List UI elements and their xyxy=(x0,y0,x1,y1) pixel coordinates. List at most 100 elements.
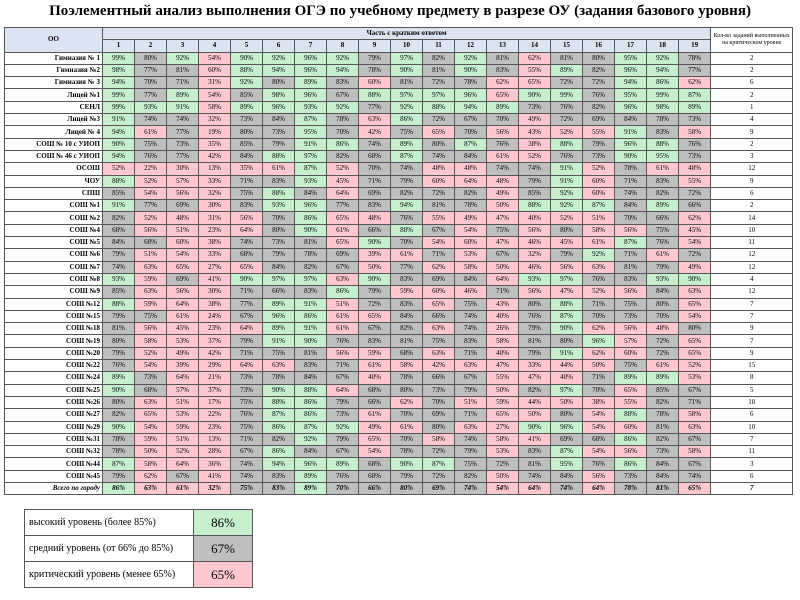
cell: 38% xyxy=(198,297,231,311)
cell: 56% xyxy=(134,223,167,238)
cell: 96% xyxy=(614,63,647,78)
cell: 52% xyxy=(550,125,583,139)
cell: 81% xyxy=(646,420,679,434)
cell: 64% xyxy=(326,383,359,397)
cell: 60% xyxy=(422,174,455,188)
critical-count: 12 xyxy=(710,260,794,274)
cell: 69% xyxy=(550,432,583,447)
cell: 79% xyxy=(518,322,551,336)
cell: 61% xyxy=(326,223,359,238)
cell: 80% xyxy=(550,334,583,348)
cell: 79% xyxy=(358,51,391,65)
critical-count: 1 xyxy=(710,100,794,115)
cell: 81% xyxy=(486,51,519,65)
cell: 81% xyxy=(646,481,679,496)
cell: 82% xyxy=(422,51,455,65)
cell: 80% xyxy=(422,420,455,434)
cell: 64% xyxy=(166,371,199,385)
cell: 77% xyxy=(390,260,423,274)
table-row: СОШ № 10 с УИОП 90% 75% 73% 35% 85% 79% 91% 86% 7… xyxy=(4,137,794,151)
cell: 93% xyxy=(134,100,167,115)
cell: 41% xyxy=(518,432,551,447)
legend-label: средний уровень (от 66% до 85%) xyxy=(24,535,194,562)
cell: 60% xyxy=(614,346,647,361)
cell: 50% xyxy=(486,469,519,483)
cell: 54% xyxy=(454,223,487,238)
cell: 32% xyxy=(198,481,231,496)
table-row: СОШ №25 90% 68% 57% 37% 73% 90% 88% 64% 68% 80% 73%… xyxy=(4,383,794,397)
table-row: Гимназия №2 98% 77% 81% 60% 88% 94% 96% 94% 78% 90… xyxy=(4,63,794,78)
cell: 72% xyxy=(422,113,455,127)
cell: 71% xyxy=(677,395,712,410)
cell: 40% xyxy=(486,309,519,324)
cell: 96% xyxy=(614,137,647,151)
cell: 65% xyxy=(614,383,647,397)
table-row: СОШ №4 68% 56% 51% 23% 64% 80% 90% 61% 66% 88% 67% 5… xyxy=(4,223,794,238)
cell: 44% xyxy=(518,395,551,410)
critical-count: 2 xyxy=(710,199,794,213)
cell: 26% xyxy=(486,322,519,336)
cell: 86% xyxy=(294,408,327,422)
cell: 80% xyxy=(262,223,295,238)
cell: 57% xyxy=(614,334,647,348)
cell: 75% xyxy=(614,297,647,311)
header-row: 1 2 3 4 5 6 7 8 9 10 11 12 13 14 15 16 17 18 19 xyxy=(5,39,793,53)
cell: 73% xyxy=(230,113,263,127)
cell: 93% xyxy=(262,199,295,213)
cell: 97% xyxy=(422,88,455,102)
cell: 76% xyxy=(550,100,583,115)
cell: 54% xyxy=(582,408,615,422)
cell: 93% xyxy=(294,100,327,115)
cell: 70% xyxy=(646,309,679,324)
cell: 48% xyxy=(677,162,712,176)
cell: 61% xyxy=(582,236,615,250)
cell: 42% xyxy=(198,346,231,361)
legend-sample: 86% xyxy=(193,509,253,536)
cell: 96% xyxy=(262,100,295,115)
cell: 82% xyxy=(454,469,487,483)
cell: 81% xyxy=(102,322,135,336)
cell: 87% xyxy=(614,236,647,250)
cell: 55% xyxy=(486,371,519,385)
table-row: СОШ №24 89% 73% 64% 21% 73% 78% 84% 67% 40% 78% 66%… xyxy=(4,371,794,385)
cell: 51% xyxy=(134,248,167,262)
cell: 59% xyxy=(358,346,391,361)
school-name: СОШ №45 xyxy=(4,469,103,483)
cell: 88% xyxy=(422,100,455,115)
cell: 84% xyxy=(294,445,327,459)
cell: 86% xyxy=(390,113,423,127)
cell: 48% xyxy=(486,174,519,188)
cell: 67% xyxy=(358,322,391,336)
cell: 92% xyxy=(390,100,423,115)
cell: 80% xyxy=(102,395,135,410)
cell: 91% xyxy=(294,297,327,311)
cell: 58% xyxy=(582,223,615,238)
cell: 62% xyxy=(518,51,551,65)
cell: 89% xyxy=(677,100,712,115)
cell: 87% xyxy=(422,457,455,471)
cell: 85% xyxy=(102,285,135,299)
column-number: 16 xyxy=(582,39,615,53)
cell: 82% xyxy=(326,149,359,164)
cell: 79% xyxy=(454,445,487,459)
cell: 69% xyxy=(166,199,199,213)
cell: 61% xyxy=(358,359,391,373)
cell: 58% xyxy=(454,260,487,274)
cell: 94% xyxy=(390,199,423,213)
header-part: Часть с кратким ответом xyxy=(101,26,712,41)
cell: 49% xyxy=(166,346,199,361)
cell: 90% xyxy=(614,149,647,164)
table-row: СОШ №15 79% 75% 61% 24% 67% 96% 86% 61% 65% 84% 66%… xyxy=(4,309,794,324)
cell: 62% xyxy=(582,346,615,361)
legend-label: критический уровень (менее 65%) xyxy=(24,561,194,588)
cell: 78% xyxy=(262,371,295,385)
cell: 89% xyxy=(486,100,519,115)
cell: 91% xyxy=(550,174,583,188)
cell: 89% xyxy=(262,297,295,311)
cell: 67% xyxy=(326,371,359,385)
cell: 74% xyxy=(358,137,391,151)
cell: 83% xyxy=(646,174,679,188)
cell: 65% xyxy=(230,260,263,274)
cell: 72% xyxy=(422,445,455,459)
